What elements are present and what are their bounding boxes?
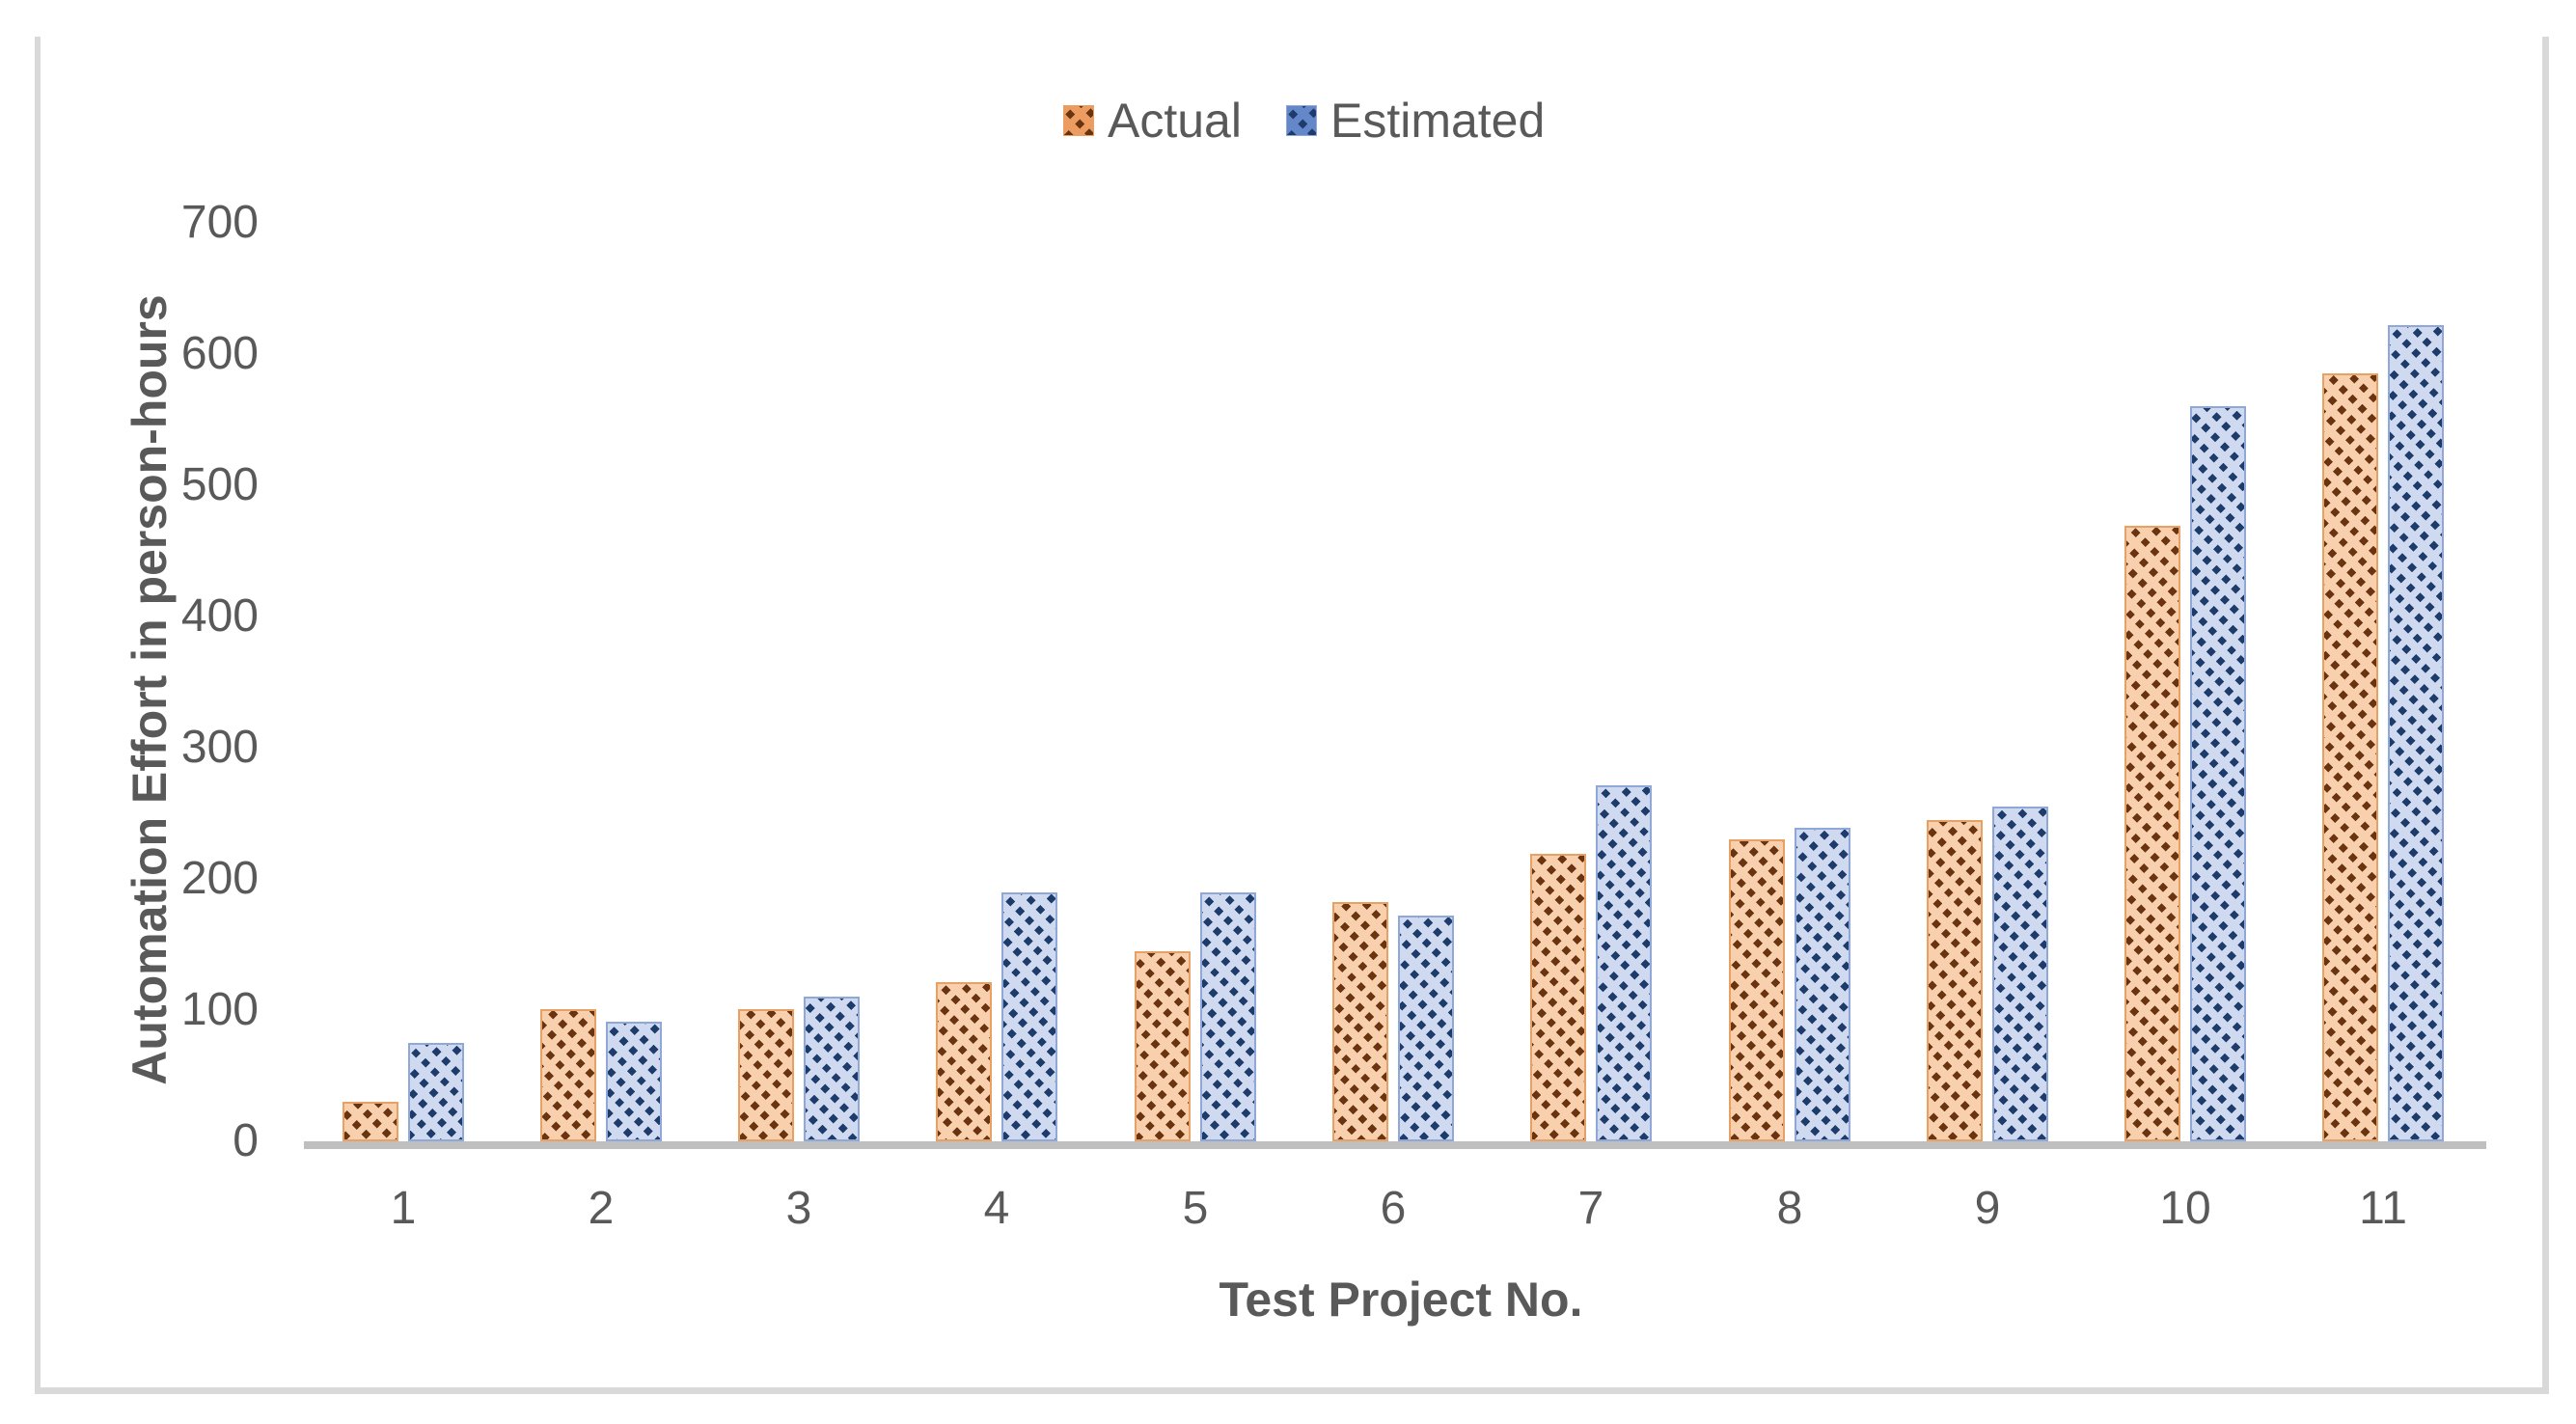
- plot-area: [304, 138, 2482, 1141]
- x-tick-label-9: 9: [1974, 1183, 2001, 1234]
- bar-estimated-project-11: [2388, 325, 2444, 1141]
- legend-label: Estimated: [1329, 94, 1546, 148]
- bar-actual-project-3: [738, 1009, 794, 1141]
- x-tick-label-1: 1: [390, 1183, 417, 1234]
- y-axis-title: Automation Effort in person-hours: [123, 294, 177, 1085]
- x-tick-label-5: 5: [1182, 1183, 1209, 1234]
- y-tick-label: 100: [180, 984, 259, 1035]
- bar-actual-project-7: [1530, 854, 1586, 1141]
- y-tick-label: 600: [180, 328, 259, 379]
- bar-estimated-project-9: [1992, 807, 2048, 1141]
- y-tick-label: 400: [180, 590, 259, 642]
- y-tick-label: 500: [180, 459, 259, 510]
- y-tick-label: 0: [233, 1115, 259, 1166]
- legend-swatch-actual: [1063, 105, 1094, 136]
- figure-border: [35, 37, 2549, 1394]
- bar-estimated-project-5: [1200, 892, 1256, 1141]
- bar-actual-project-8: [1729, 839, 1785, 1141]
- legend-item-estimated: Estimated: [1285, 91, 1546, 151]
- x-tick-label-4: 4: [983, 1183, 1010, 1234]
- legend-item-actual: Actual: [1063, 91, 1242, 151]
- x-tick-label-8: 8: [1776, 1183, 1803, 1234]
- x-tick-label-11: 11: [2359, 1183, 2407, 1234]
- legend-label: Actual: [1108, 94, 1242, 148]
- bar-estimated-project-4: [1001, 892, 1057, 1141]
- bar-estimated-project-2: [606, 1022, 662, 1141]
- y-tick-label: 300: [180, 722, 259, 773]
- x-tick-label-7: 7: [1577, 1183, 1604, 1234]
- bar-actual-project-1: [343, 1102, 398, 1141]
- y-tick-label: 700: [180, 197, 259, 248]
- legend: Actual Estimated: [1063, 91, 1545, 151]
- y-tick-label: 200: [180, 853, 259, 904]
- x-tick-label-6: 6: [1380, 1183, 1407, 1234]
- x-tick-label-2: 2: [588, 1183, 615, 1234]
- bar-estimated-project-3: [804, 997, 860, 1141]
- bar-actual-project-4: [936, 982, 992, 1141]
- x-axis-line: [304, 1141, 2486, 1149]
- x-tick-label-3: 3: [785, 1183, 812, 1234]
- bar-estimated-project-6: [1398, 916, 1454, 1141]
- x-axis-title: Test Project No.: [1219, 1273, 1583, 1327]
- bar-estimated-project-7: [1596, 785, 1652, 1141]
- bar-estimated-project-1: [408, 1043, 464, 1141]
- bar-estimated-project-10: [2190, 406, 2246, 1141]
- bar-actual-project-6: [1332, 902, 1388, 1141]
- bar-estimated-project-8: [1795, 828, 1850, 1141]
- bar-actual-project-5: [1135, 951, 1191, 1141]
- bar-actual-project-10: [2124, 526, 2180, 1141]
- bar-actual-project-2: [540, 1009, 596, 1141]
- legend-swatch-estimated: [1285, 105, 1317, 136]
- bar-actual-project-9: [1927, 820, 1983, 1141]
- bar-actual-project-11: [2322, 373, 2378, 1141]
- x-tick-label-10: 10: [2159, 1183, 2211, 1234]
